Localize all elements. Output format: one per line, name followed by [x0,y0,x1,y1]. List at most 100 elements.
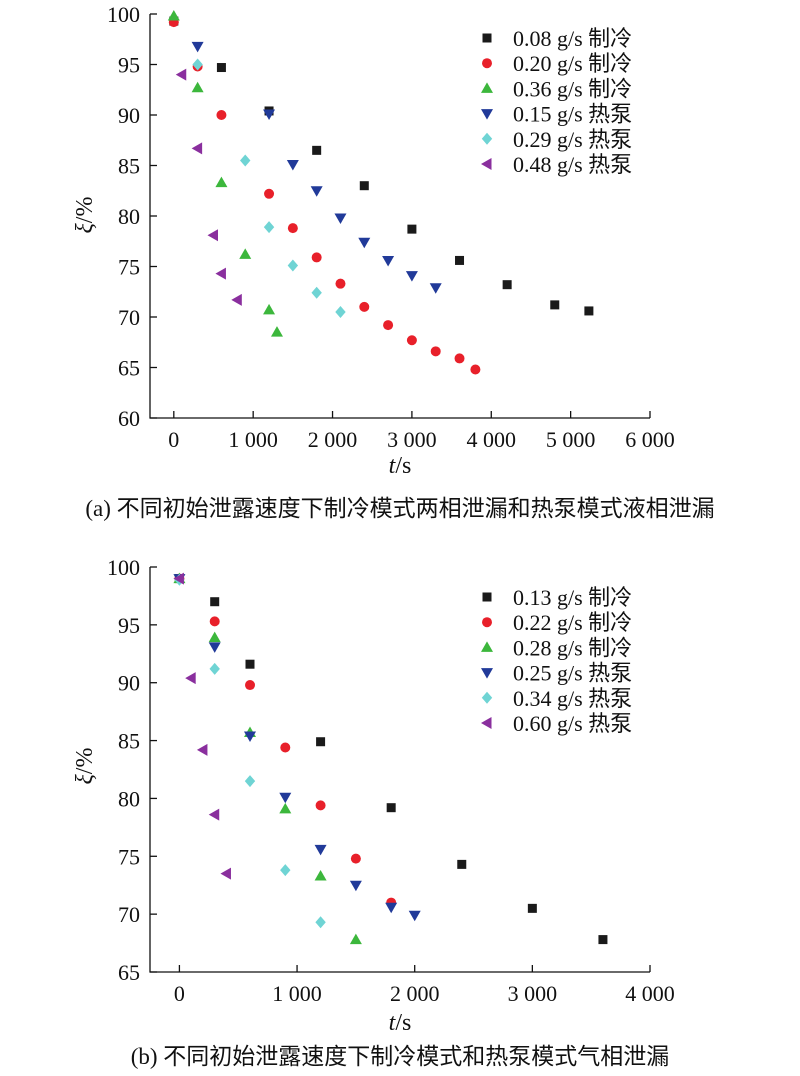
panel-b-xlabel: t/s [389,1010,412,1036]
panel-b-series-1-point [245,680,255,691]
panel-a-legend-label-1: 0.20 g/s 制冷 [513,51,632,76]
panel-a-series-1-point [311,252,322,263]
panel-a-legend-marker-2 [481,82,493,93]
panel-a-legend-marker-5 [481,158,492,170]
panel-a-series-1-point [454,353,465,364]
panel-b-ylabel: ξ/% [72,748,98,785]
panel-b-x-tick-label: 1 000 [272,981,322,1006]
panel-b-series-4-point [244,775,256,788]
panel-b-series-5-point [196,743,208,756]
panel-a-series-3-point [358,237,371,249]
panel-a-series-1-point [264,188,275,199]
panel-b-series-0-point [316,737,326,747]
panel-b-caption: (b) 不同初始泄露速度下制冷模式和热泵模式气相泄漏 [131,1044,670,1069]
panel-b-legend-marker-5 [481,717,492,729]
panel-a-y-tick-label: 85 [118,154,140,179]
panel-b-x-tick-label: 0 [174,981,185,1006]
panel-a-series-1-point [216,110,227,120]
panel-b-series-4-point [209,662,220,675]
panel-a-legend-marker-1 [482,58,492,69]
panel-b-y-tick-label: 95 [118,613,140,638]
panel-b-series-0-point [457,859,467,869]
panel-a-y-tick-label: 75 [118,255,140,280]
panel-b-plot-layer: 0 1 000 2 000 3 000 4 000 65 70 75 80 85 90 95 100 0.… [107,555,675,1006]
panel-b-series-0-point [245,659,255,669]
panel-a-series-0-point [502,280,512,290]
panel-b-y-tick-label: 75 [118,844,140,869]
panel-a-plot-layer: 0 1 000 2 000 3 000 4 000 5 000 6 000 60 65 70 75 8… [107,2,675,452]
panel-b-legend-label-0: 0.13 g/s 制冷 [513,585,632,610]
panel-a-series-2-point [167,10,180,21]
panel-a-series-0-point [407,224,417,234]
panel-b-legend-marker-0 [482,592,492,602]
panel-a-caption: (a) 不同初始泄露速度下制冷模式两相泄漏和热泵模式液相泄漏 [85,496,714,521]
panel-b-series-4-point [315,916,326,929]
panel-a-series-2-point [215,176,228,188]
panel-b-series-0-point [598,935,608,945]
panel-b: 0 1 000 2 000 3 000 4 000 65 70 75 80 85 90 95 100 0.… [72,555,675,1069]
panel-b-y-tick-label: 90 [118,671,140,696]
panel-a-legend-marker-3 [481,109,493,120]
panel-a-series-2-point [191,81,204,93]
panel-a-x-tick-label: 1 000 [228,427,278,452]
panel-a-y-tick-label: 90 [118,103,140,128]
panel-a-series-3-point [310,186,323,197]
panel-a-y-tick-label: 80 [118,204,140,229]
panel-a-y-tick-label: 100 [107,2,140,27]
panel-a-series-4-point [287,259,299,272]
panel-a-series-3-point [429,283,442,294]
panel-b-legend-label-3: 0.25 g/s 热泵 [513,661,632,686]
panel-a-ylabel: ξ/% [72,197,98,234]
panel-b-legend-marker-2 [481,641,493,652]
panel-a-series-3-point [191,41,204,53]
panel-b-legend-marker-1 [482,617,492,628]
panel-b-series-1-point [350,853,361,864]
panel-b-series-1-point [315,800,326,811]
panel-a-series-0-point [216,63,226,73]
panel-b-x-tick-label: 2 000 [390,981,440,1006]
panel-a-legend-label-2: 0.36 g/s 制冷 [513,76,632,101]
panel-b-series-3-point [349,880,362,892]
panel-b-series-4-point [280,864,291,877]
panel-b-legend-label-1: 0.22 g/s 制冷 [513,610,632,635]
panel-b-series-5-point [208,808,220,821]
panel-a-series-1-point [470,364,481,375]
panel-a-legend-label-0: 0.08 g/s 制冷 [513,26,632,51]
panel-a-x-tick-label: 3 000 [387,427,437,452]
panel-a-series-3-point [334,213,347,225]
panel-a-series-1-point [430,346,441,357]
panel-a-legend-marker-4 [481,132,493,145]
panel-b-y-tick-label: 85 [118,729,140,754]
panel-a-legend-label-3: 0.15 g/s 热泵 [513,102,632,127]
panel-b-y-tick-label: 80 [118,786,140,811]
panel-b-legend-marker-4 [481,691,493,704]
panel-b-series-2-point [279,802,292,814]
panel-a: 0 1 000 2 000 3 000 4 000 5 000 6 000 60 65 70 75 8… [72,2,715,521]
panel-a-series-5-point [175,68,187,81]
panel-a-series-1-point [359,301,370,312]
panel-b-series-3-point [279,792,292,804]
panel-a-series-4-point [192,58,203,71]
panel-b-series-5-point [185,672,196,685]
panel-b-series-0-point [210,597,220,607]
panel-b-series-3-point [314,844,327,856]
panel-a-legend-marker-0 [482,33,492,43]
panel-a-series-0-point [455,255,465,265]
panel-a-y-tick-label: 65 [118,356,140,381]
panel-a-y-tick-label: 60 [118,406,140,431]
panel-a-series-1-point [287,223,298,234]
panel-a-series-5-point [191,142,203,155]
panel-a-x-tick-label: 0 [168,427,179,452]
panel-b-series-1-point [209,616,220,627]
panel-b-series-0-point [527,903,537,913]
panel-b-series-3-point [385,902,398,914]
panel-a-series-0-point [584,306,594,316]
panel-a-x-tick-label: 4 000 [467,427,517,452]
panel-a-series-0-point [312,145,322,155]
panel-b-legend-marker-3 [481,668,493,679]
panel-a-series-2-point [263,303,276,315]
panel-a-x-tick-label: 2 000 [308,427,358,452]
panel-a-series-3-point [382,255,395,267]
panel-b-series-2-point [349,933,362,945]
panel-a-series-5-point [231,293,242,306]
